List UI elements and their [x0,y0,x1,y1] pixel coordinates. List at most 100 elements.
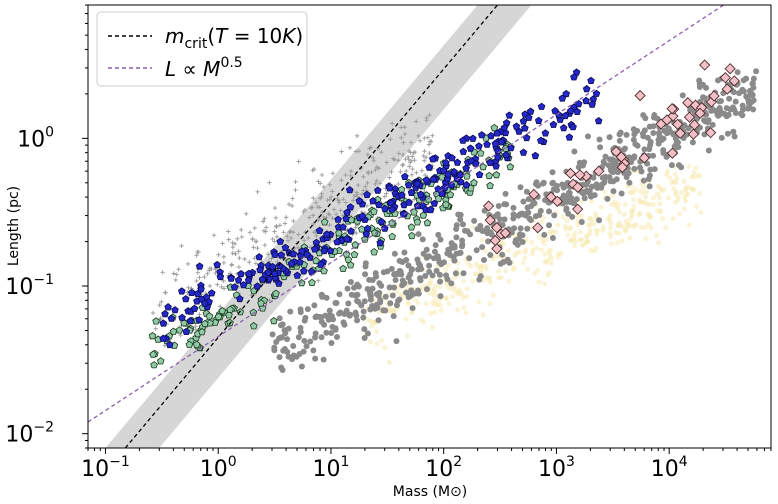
data-point [345,300,352,307]
data-point [298,247,306,255]
data-point [384,191,389,196]
data-point [588,100,596,108]
data-point [159,319,168,327]
data-point [282,221,288,226]
data-point [492,162,500,170]
data-point [432,309,438,315]
power-law-line [88,5,725,423]
data-point [195,316,203,324]
data-point [466,255,473,262]
data-point [475,142,483,150]
data-point [476,149,485,157]
data-point [388,137,393,142]
data-point [197,312,202,317]
data-point [479,244,486,251]
data-point [150,310,156,316]
data-point [278,334,285,341]
data-point [270,317,278,325]
data-point [353,149,359,154]
data-point [230,244,236,250]
data-point [549,228,555,234]
data-point [276,237,285,245]
data-point [252,256,257,261]
data-point [502,151,510,159]
legend-box [96,11,308,87]
data-point [559,123,568,132]
data-point [293,179,298,185]
data-point [413,218,422,226]
data-point [575,218,581,224]
data-point [681,122,688,129]
data-point [431,292,437,298]
data-point [554,187,561,194]
data-point [316,179,321,184]
data-point [187,288,196,297]
data-point [600,227,606,233]
data-point [525,196,532,203]
data-point [265,251,271,257]
data-point [405,198,413,206]
data-point [540,180,547,187]
data-point [328,339,335,346]
data-point [370,207,378,215]
data-point [655,136,662,143]
data-point [213,260,221,269]
data-point [330,189,335,194]
data-point [262,216,267,221]
data-point [607,178,614,185]
data-point [594,117,603,125]
data-point [586,222,592,228]
data-point [301,317,308,324]
data-point [637,164,644,171]
data-point [365,169,371,175]
data-point [496,268,502,274]
data-point [586,187,593,194]
data-point [408,150,413,155]
data-point [416,190,425,198]
data-point [190,304,199,312]
data-point [161,310,169,318]
data-point [290,343,297,350]
data-point [225,311,233,319]
data-point [672,171,678,177]
data-point [400,163,405,168]
data-point [398,135,404,141]
legend-label-power-law: L ∝ M0.5 [165,55,243,81]
data-point [201,319,209,328]
data-point [221,286,227,291]
data-point [245,269,253,278]
data-point [423,286,430,293]
data-point [361,188,366,193]
data-point [281,327,288,334]
data-point [373,301,380,308]
data-point [685,125,692,132]
data-point [575,213,581,219]
data-point [218,307,227,315]
data-point [587,227,593,233]
data-point [346,261,355,269]
data-point [311,302,318,309]
data-point [407,293,414,300]
data-point [347,145,353,151]
data-point [355,194,360,199]
data-point [314,233,319,238]
data-point [469,134,477,142]
data-point [205,312,214,320]
data-point [205,271,210,277]
data-point [666,147,679,159]
data-point [453,222,460,229]
data-point [598,204,604,210]
data-point [407,223,416,231]
data-point [371,158,377,163]
data-point [303,343,310,350]
data-point [288,235,294,241]
data-point [185,261,191,267]
data-point [560,184,567,191]
data-point [381,224,389,232]
data-point [708,107,715,114]
data-point [701,95,708,102]
x-tick-label: 104 [651,454,688,482]
data-point [417,265,424,272]
data-point [501,216,508,223]
data-point [549,180,556,187]
